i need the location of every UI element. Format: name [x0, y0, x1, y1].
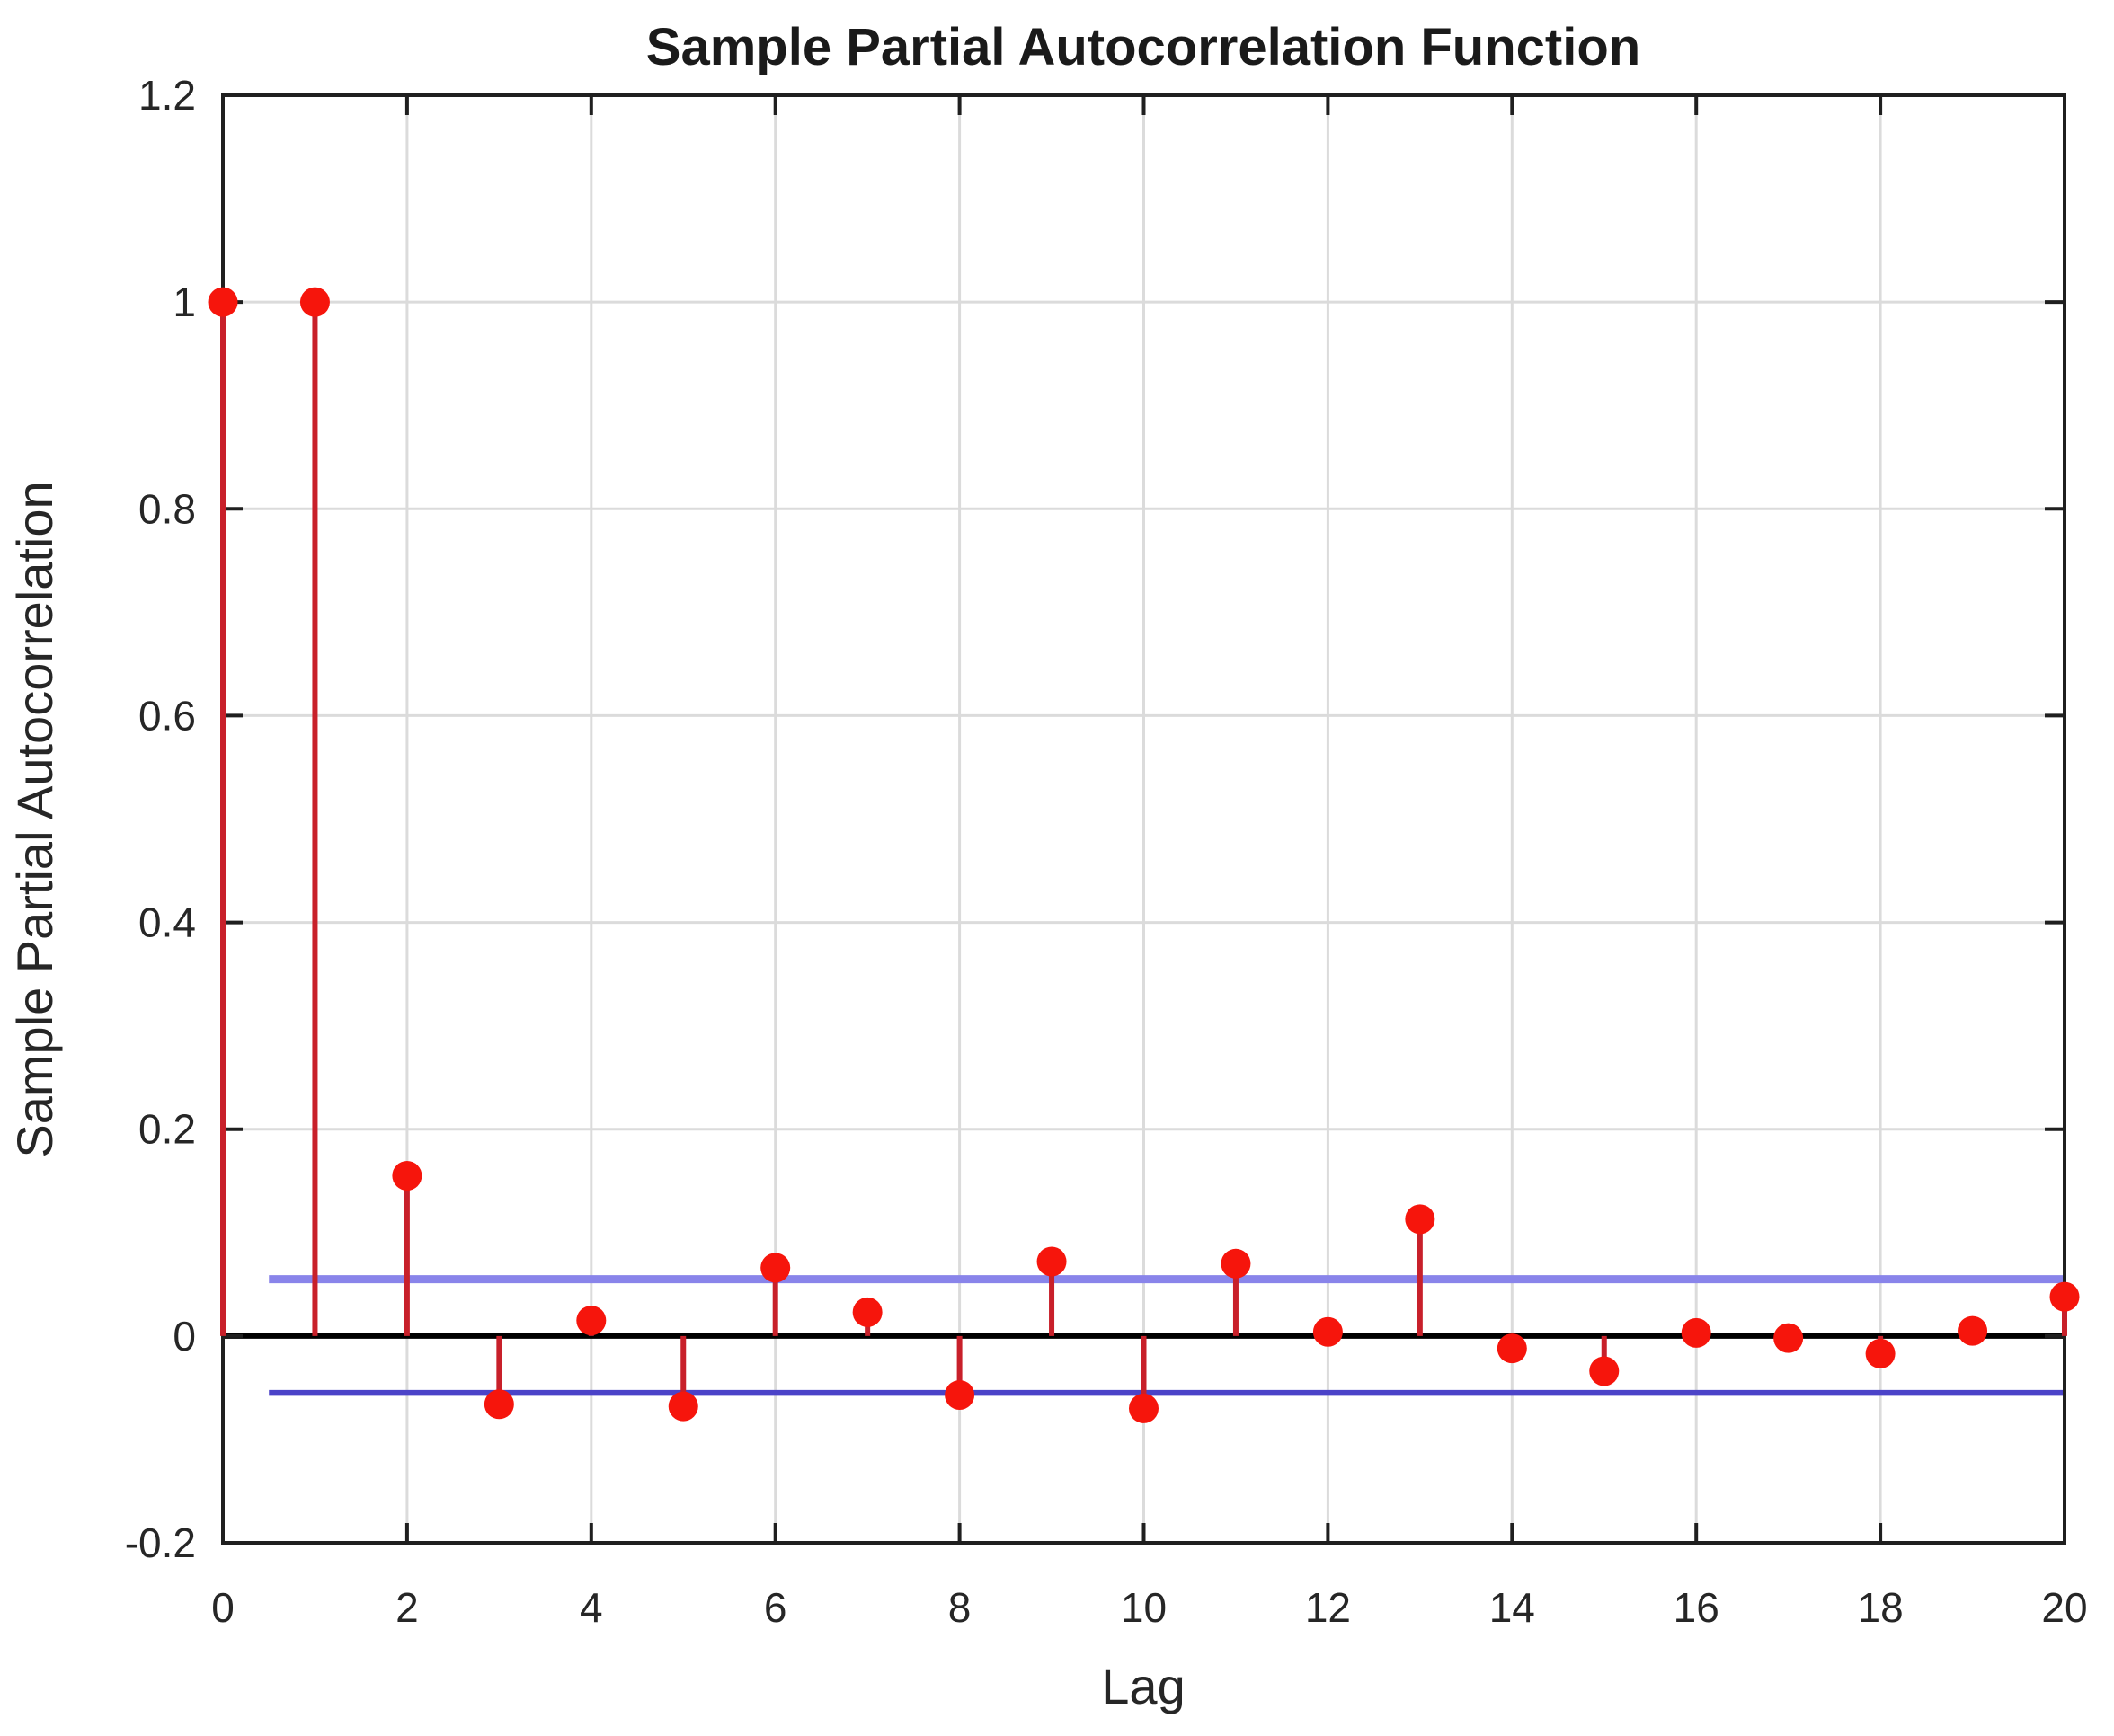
stem-marker — [208, 287, 238, 317]
stem-marker — [1497, 1333, 1527, 1364]
tick-marks — [221, 93, 2066, 1545]
y-tick-label: 0.2 — [138, 1106, 196, 1153]
x-tick-label: 6 — [764, 1584, 787, 1631]
chart-title: Sample Partial Autocorrelation Function — [646, 18, 1640, 76]
stem-marker — [1221, 1248, 1251, 1279]
stem-marker — [760, 1253, 791, 1283]
stem-marker — [1865, 1338, 1896, 1368]
x-axis-label: Lag — [1101, 1658, 1185, 1714]
y-tick-label: 0.6 — [138, 692, 196, 739]
stem-marker — [2049, 1281, 2080, 1312]
stem-marker — [1958, 1315, 1988, 1346]
gridlines — [223, 95, 2065, 1543]
stem-marker — [392, 1160, 422, 1191]
stem-marker — [1681, 1317, 1711, 1348]
y-tick-label: 1.2 — [138, 72, 196, 119]
stem-marker — [484, 1389, 514, 1420]
stem-marker — [1405, 1204, 1435, 1235]
x-tick-label: 14 — [1489, 1584, 1535, 1631]
stem-marker — [1589, 1356, 1620, 1386]
y-axis-label: Sample Partial Autocorrelation — [6, 481, 63, 1157]
stem-marker — [1312, 1316, 1343, 1347]
x-tick-label: 10 — [1121, 1584, 1167, 1631]
stem-marker — [945, 1379, 975, 1410]
tick-labels: 0 2 4 6 8 10 12 14 16 18 20 -0.2 0 0.2 0.4 0.6 0.8 1 1.2 — [125, 72, 2088, 1631]
x-tick-label: 12 — [1305, 1584, 1351, 1631]
x-tick-label: 0 — [211, 1584, 235, 1631]
y-tick-label: 0.4 — [138, 899, 196, 946]
stem-series — [208, 287, 2080, 1423]
y-tick-label: 1 — [173, 279, 196, 325]
stem-marker — [576, 1306, 607, 1336]
y-tick-label: 0 — [173, 1313, 196, 1360]
confidence-bounds — [269, 1275, 2065, 1396]
x-tick-label: 18 — [1858, 1584, 1904, 1631]
stem-marker — [299, 287, 330, 317]
stem-marker — [1129, 1393, 1159, 1423]
y-tick-label: -0.2 — [125, 1519, 196, 1566]
y-tick-label: 0.8 — [138, 485, 196, 532]
x-tick-label: 16 — [1674, 1584, 1719, 1631]
stem-marker — [1036, 1246, 1067, 1277]
x-tick-label: 20 — [2041, 1584, 2087, 1631]
x-tick-label: 4 — [580, 1584, 603, 1631]
x-tick-label: 2 — [395, 1584, 419, 1631]
stem-marker — [668, 1391, 698, 1422]
x-tick-label: 8 — [948, 1584, 972, 1631]
stem-marker — [852, 1297, 883, 1327]
stem-marker — [1773, 1323, 1804, 1353]
